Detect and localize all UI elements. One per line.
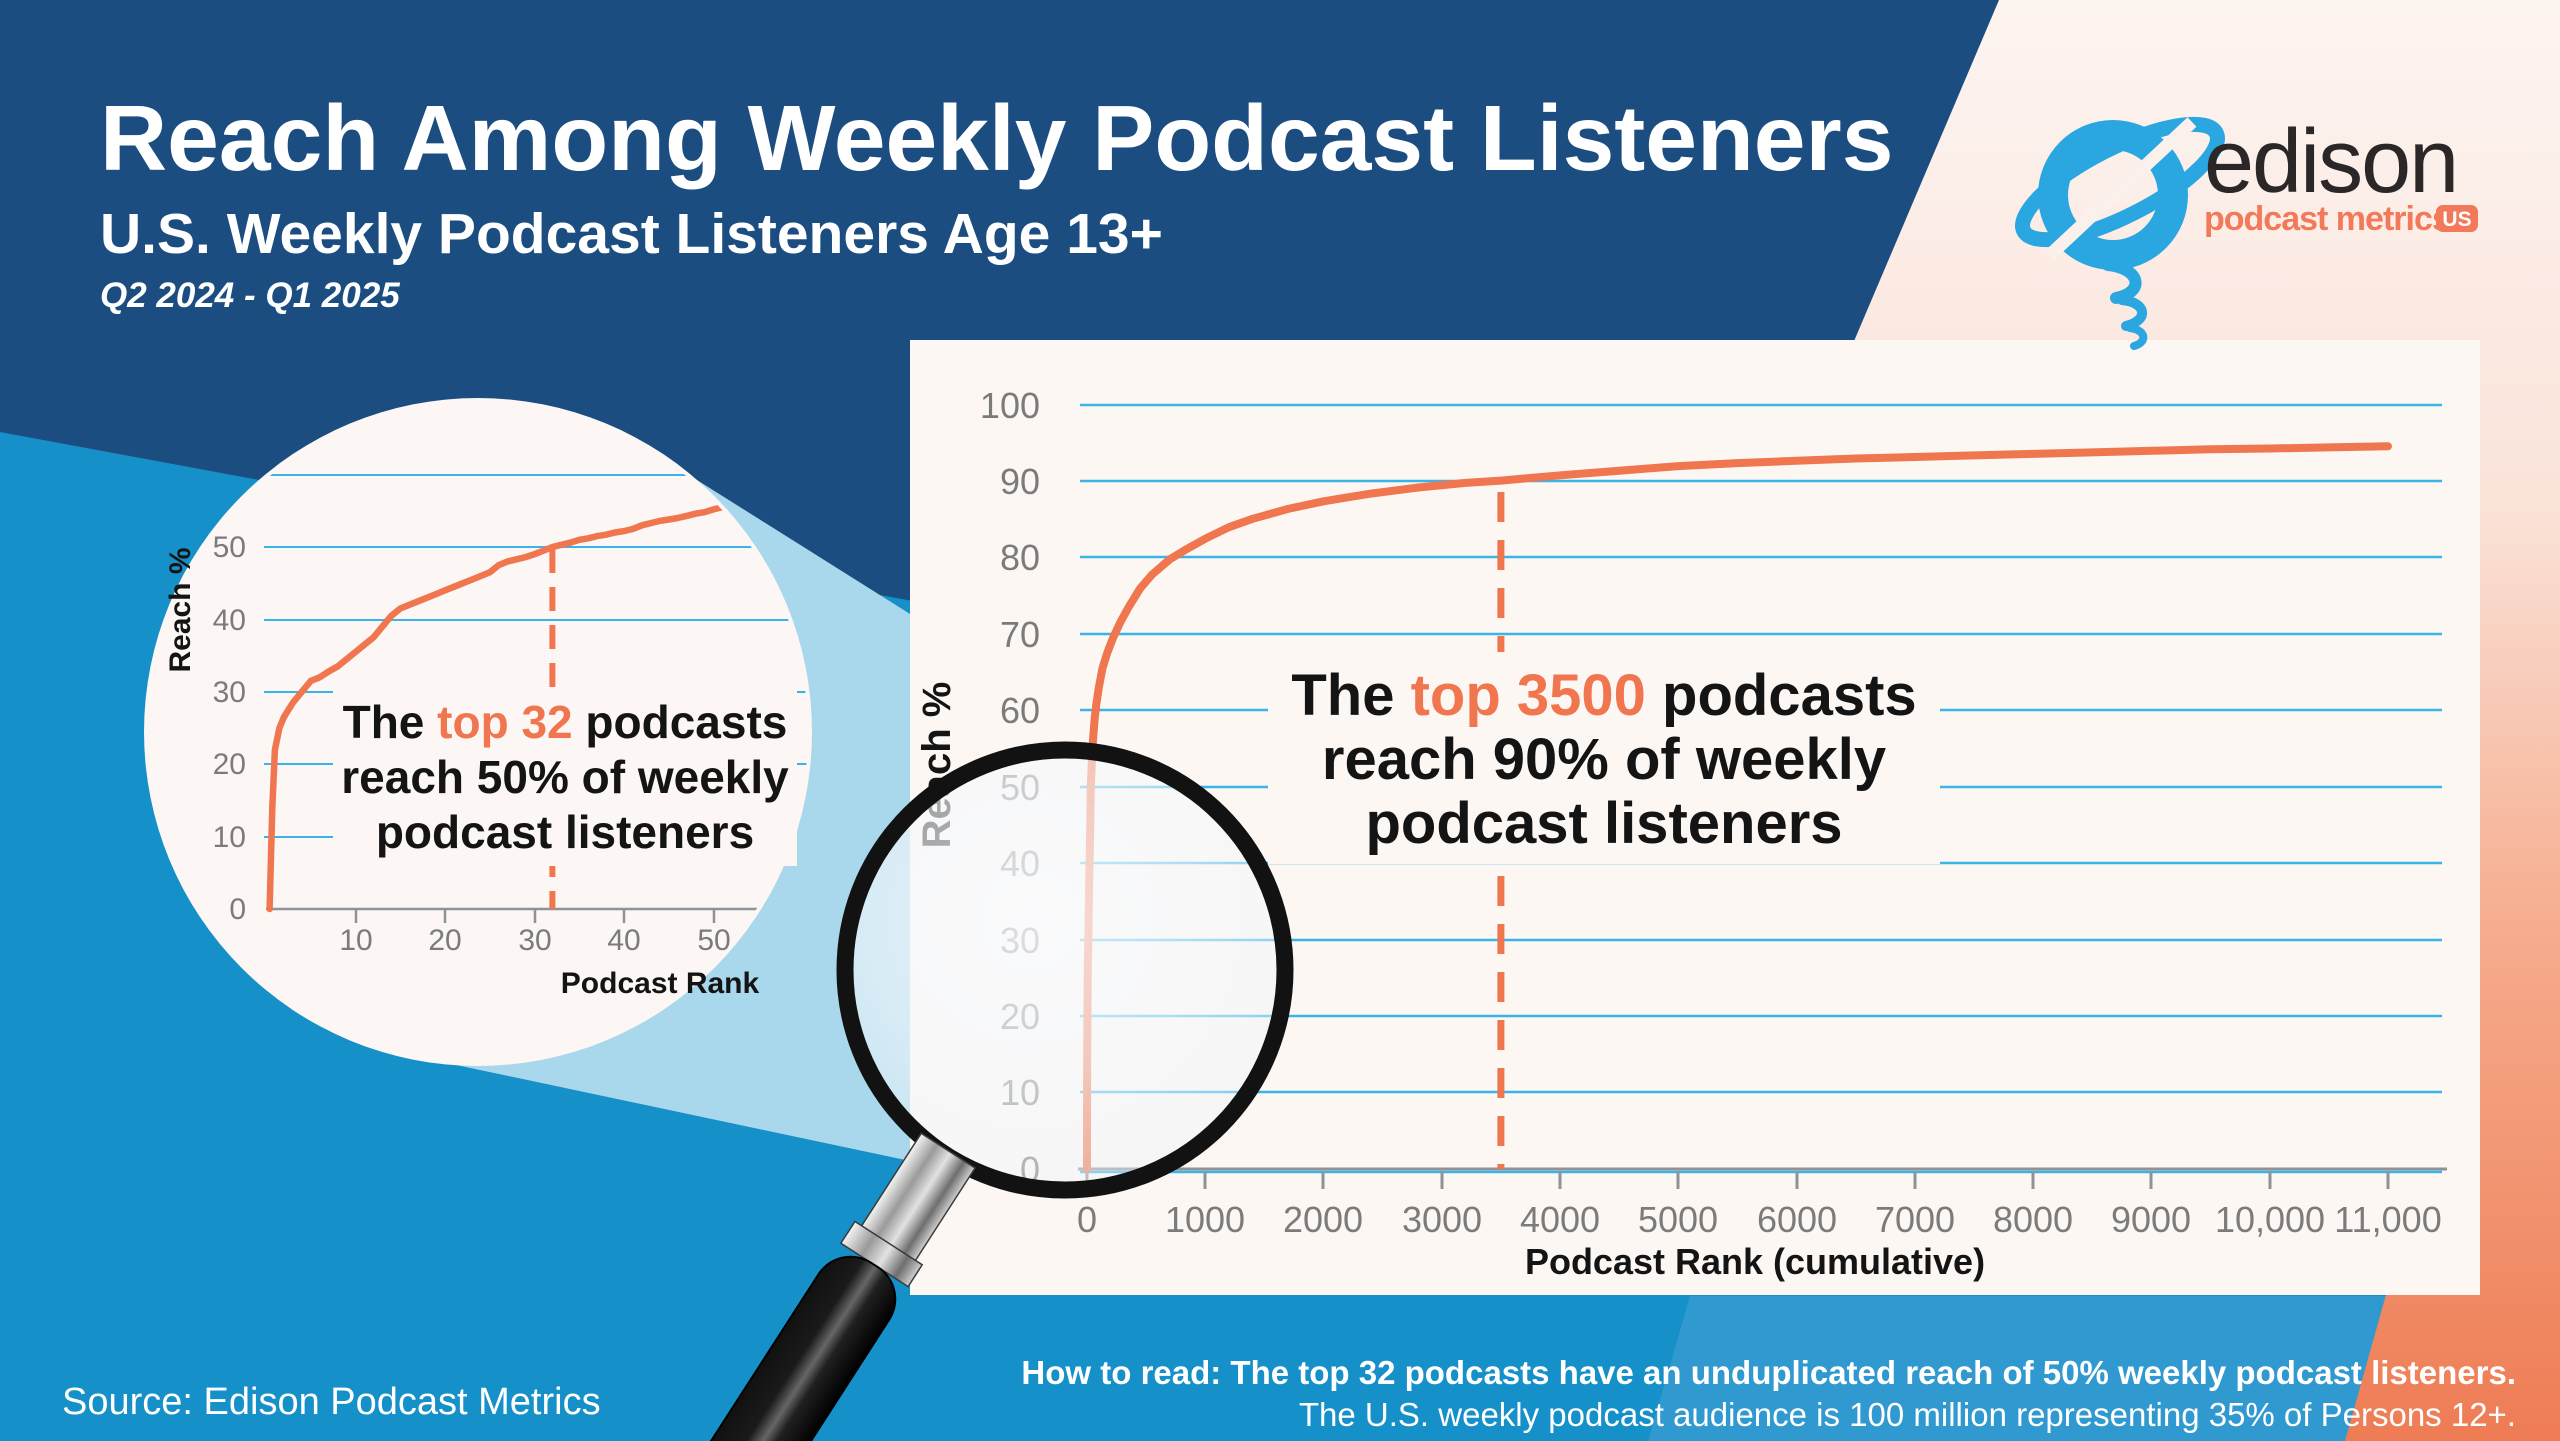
main-chart: 100 90 80 70 60 50 40 30 20 10 0 0 1000 …: [915, 385, 2447, 1282]
inset-y-axis-title: Reach %: [164, 547, 197, 672]
svg-text:The top 3500 podcasts: The top 3500 podcasts: [1291, 663, 1916, 728]
page-period: Q2 2024 - Q1 2025: [100, 276, 400, 315]
svg-text:4000: 4000: [1520, 1199, 1600, 1240]
svg-text:podcast listeners: podcast listeners: [1365, 791, 1842, 856]
svg-text:1000: 1000: [1165, 1199, 1245, 1240]
svg-text:8000: 8000: [1993, 1199, 2073, 1240]
svg-text:7000: 7000: [1875, 1199, 1955, 1240]
inset-x-axis-title: Podcast Rank: [561, 967, 760, 1000]
edison-logo: edison podcast metrics US: [2015, 112, 2478, 350]
edison-logo-wordmark: edison: [2204, 112, 2457, 212]
svg-text:50: 50: [697, 924, 730, 957]
inset-annotation-backdrop: [333, 690, 797, 866]
page-title: Reach Among Weekly Podcast Listeners: [100, 86, 1893, 190]
background-light-blue-band: [1648, 1296, 2405, 1441]
magnifier-rim: [836, 741, 1294, 1199]
svg-text:40: 40: [213, 604, 246, 637]
svg-text:10: 10: [213, 821, 246, 854]
svg-text:20: 20: [213, 748, 246, 781]
svg-text:10: 10: [339, 924, 372, 957]
inset-annotation: The top 32 podcasts reach 50% of weekly …: [341, 696, 789, 858]
svg-text:70: 70: [1000, 614, 1040, 655]
magnifier-glass: [853, 758, 1277, 1182]
magnifier-handle: [619, 1132, 977, 1441]
svg-text:30: 30: [518, 924, 551, 957]
svg-text:50: 50: [213, 531, 246, 564]
svg-text:0: 0: [1077, 1199, 1097, 1240]
svg-text:5000: 5000: [1638, 1199, 1718, 1240]
inset-y-tick-labels: 50 40 30 20 10 0: [213, 531, 246, 926]
svg-text:11,000: 11,000: [2334, 1199, 2441, 1240]
svg-text:100: 100: [980, 385, 1040, 426]
svg-text:reach 50% of weekly: reach 50% of weekly: [341, 751, 789, 803]
edison-logo-tagline: podcast metrics: [2204, 200, 2450, 238]
page-subtitle: U.S. Weekly Podcast Listeners Age 13+: [100, 202, 1163, 266]
svg-text:2000: 2000: [1283, 1199, 1363, 1240]
svg-text:The top 32 podcasts: The top 32 podcasts: [343, 696, 788, 748]
inset-reach-curve: [266, 485, 807, 913]
inset-chart: 50 40 30 20 10 0 10 20 30 40 50 Reach % …: [164, 474, 808, 1000]
svg-text:20: 20: [428, 924, 461, 957]
edison-lightbulb-icon: [2015, 116, 2225, 350]
svg-text:30: 30: [213, 676, 246, 709]
inset-x-tick-labels: 10 20 30 40 50: [339, 924, 730, 957]
edison-logo-us-badge: [2436, 205, 2478, 232]
svg-text:60: 60: [1000, 690, 1040, 731]
main-annotation: The top 3500 podcasts reach 90% of weekl…: [1291, 663, 1916, 856]
svg-text:9000: 9000: [2111, 1199, 2191, 1240]
main-x-tick-labels: 0 1000 2000 3000 4000 5000 6000 7000 800…: [1077, 1199, 2442, 1240]
svg-text:80: 80: [1000, 537, 1040, 578]
footnote-audience: The U.S. weekly podcast audience is 100 …: [1299, 1396, 2516, 1433]
svg-text:40: 40: [607, 924, 640, 957]
main-x-axis-title: Podcast Rank (cumulative): [1525, 1241, 1985, 1282]
svg-text:6000: 6000: [1757, 1199, 1837, 1240]
footnote-how-to-read: How to read: The top 32 podcasts have an…: [1021, 1354, 2516, 1391]
svg-text:3000: 3000: [1402, 1199, 1482, 1240]
svg-text:10,000: 10,000: [2215, 1199, 2325, 1240]
svg-text:0: 0: [229, 893, 246, 926]
main-annotation-backdrop: [1268, 652, 1940, 864]
svg-text:podcast listeners: podcast listeners: [376, 806, 754, 858]
svg-text:reach 90% of weekly: reach 90% of weekly: [1322, 727, 1886, 792]
source-credit: Source: Edison Podcast Metrics: [62, 1381, 601, 1423]
inset-x-ticks: [354, 910, 716, 923]
svg-text:90: 90: [1000, 461, 1040, 502]
edison-logo-us-badge-label: US: [2442, 208, 2471, 231]
